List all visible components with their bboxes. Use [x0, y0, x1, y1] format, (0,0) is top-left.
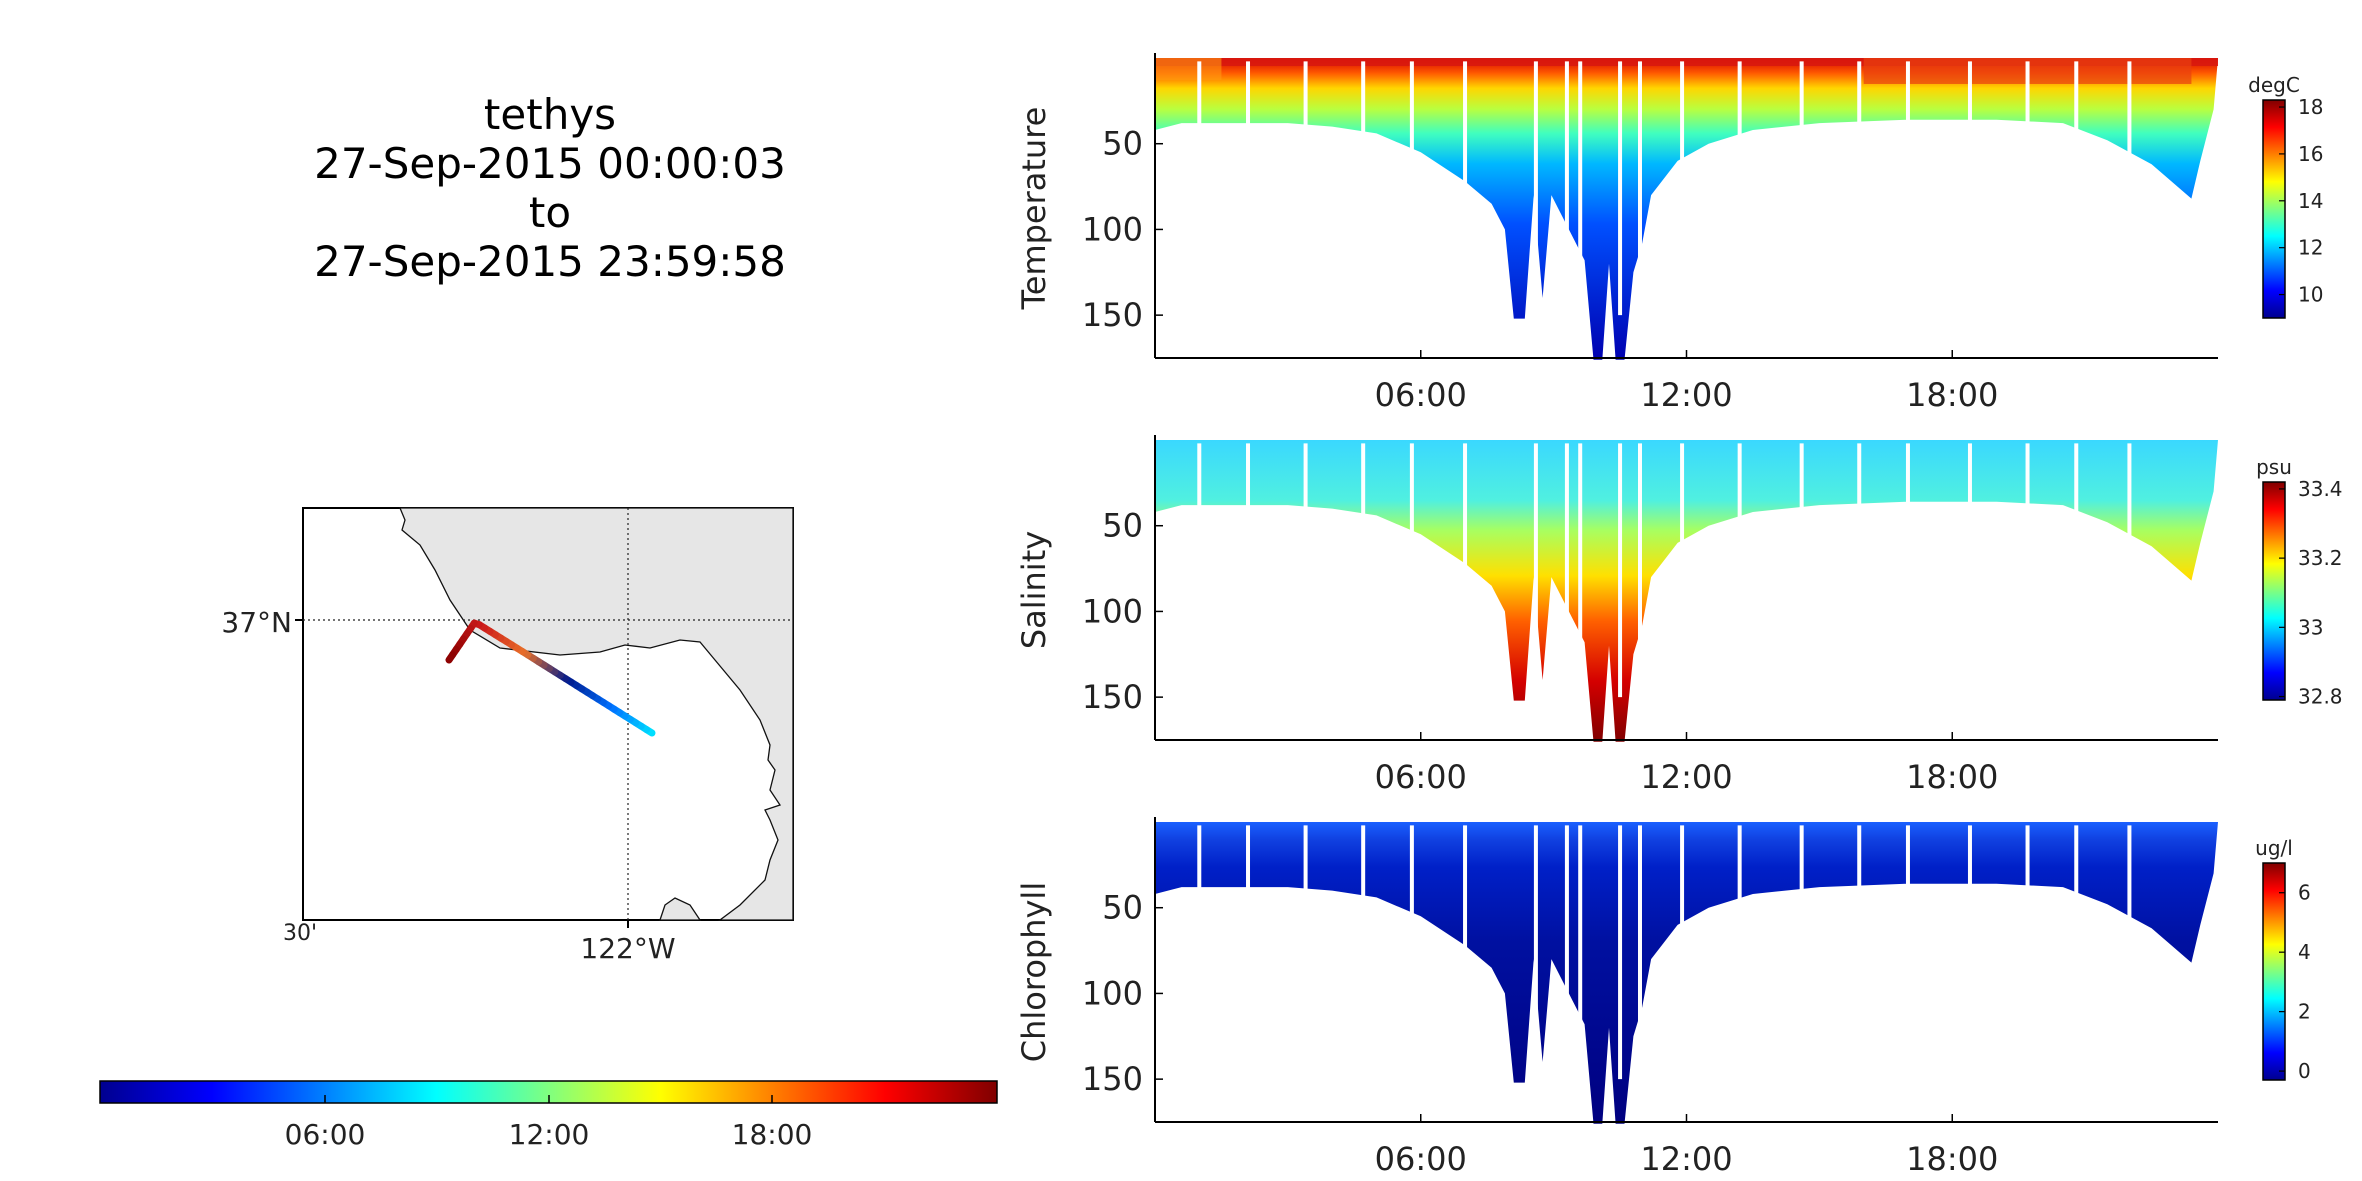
x-tick-label: 18:00 [1906, 376, 1998, 414]
colorbar-tick-label: 14 [2298, 189, 2323, 213]
panel-temperature: 50 100 150 06:00 12:00 18:00 Temperature degC 10… [1015, 53, 2323, 414]
colorbar [2262, 99, 2286, 319]
colorbar-tick-label: 18 [2298, 95, 2323, 119]
plot-title: tethys 27-Sep-2015 00:00:03 to 27-Sep-20… [250, 90, 850, 286]
x-tick-label: 06:00 [1375, 376, 1467, 414]
y-tick-label: 150 [1082, 296, 1143, 334]
y-axis-label: Salinity [1015, 531, 1053, 649]
y-tick-label: 150 [1082, 678, 1143, 716]
lon-label: 122°W [580, 932, 675, 965]
x-tick-label: 18:00 [1906, 1140, 1998, 1178]
salinity-data-field [1155, 440, 2218, 742]
time-colorbar: 06:00 12:00 18:00 [99, 1080, 998, 1151]
colorbar-units: degC [2248, 73, 2300, 97]
x-tick-label: 06:00 [1375, 758, 1467, 796]
y-tick-label: 50 [1102, 507, 1143, 545]
colorbar [2262, 481, 2286, 701]
colorbar-tick-label: 12 [2298, 236, 2323, 260]
colorbar-tick-label: 33 [2298, 615, 2323, 639]
colorbar-tick-label: 2 [2298, 1000, 2311, 1024]
x-tick-label: 06:00 [1375, 1140, 1467, 1178]
surface-band-warm [1155, 58, 1222, 80]
y-axis-label: Temperature [1015, 107, 1053, 311]
colorbar-tick-label: 6 [2298, 881, 2311, 905]
lat-label: 37°N [221, 606, 292, 639]
colorbar-tick-label: 32.8 [2298, 685, 2343, 709]
end-time: 27-Sep-2015 23:59:58 [314, 237, 786, 286]
colorbar-tick-label: 10 [2298, 283, 2323, 307]
y-tick-label: 100 [1082, 974, 1143, 1012]
surface-band [1155, 58, 2218, 66]
colorbar-tick-label: 4 [2298, 940, 2311, 964]
time-colorbar-tick-label: 18:00 [732, 1118, 813, 1151]
colorbar-units: ug/l [2255, 836, 2293, 860]
panel-chlorophyll: 50 100 150 06:00 12:00 18:00 Chlorophyll ug/l 0 2… [1015, 817, 2311, 1178]
x-tick-label: 12:00 [1640, 758, 1732, 796]
y-axis-label: Chlorophyll [1015, 882, 1053, 1062]
platform-name: tethys [483, 90, 617, 139]
x-tick-label: 12:00 [1640, 1140, 1732, 1178]
temperature-data-field [1155, 58, 2218, 360]
start-time: 27-Sep-2015 00:00:03 [314, 139, 786, 188]
minute-label: 30' [283, 921, 317, 946]
land-mass [399, 507, 794, 921]
colorbar [2262, 862, 2286, 1081]
vehicle-track [445, 619, 656, 737]
x-tick-label: 12:00 [1640, 376, 1732, 414]
colorbar-units: psu [2256, 455, 2292, 479]
y-tick-label: 150 [1082, 1060, 1143, 1098]
colorbar-tick-label: 0 [2298, 1059, 2311, 1083]
track-segment [445, 651, 457, 664]
time-colorbar-tick-label: 06:00 [285, 1118, 366, 1151]
y-tick-label: 100 [1082, 592, 1143, 630]
land-island [659, 897, 702, 921]
to-label: to [528, 188, 572, 237]
track-map: 37°N 122°W 30' [221, 507, 794, 965]
colorbar-tick-label: 33.2 [2298, 546, 2343, 570]
time-colorbar-tick-label: 12:00 [509, 1118, 590, 1151]
colorbar-tick-label: 33.4 [2298, 477, 2343, 501]
y-tick-label: 100 [1082, 210, 1143, 248]
panel-salinity: 50 100 150 06:00 12:00 18:00 Salinity psu 32.8 33… [1015, 435, 2343, 796]
colorbar-tick-label: 16 [2298, 142, 2323, 166]
x-tick-label: 18:00 [1906, 758, 1998, 796]
y-tick-label: 50 [1102, 125, 1143, 163]
chlorophyll-data-field [1155, 822, 2218, 1124]
y-tick-label: 50 [1102, 889, 1143, 927]
